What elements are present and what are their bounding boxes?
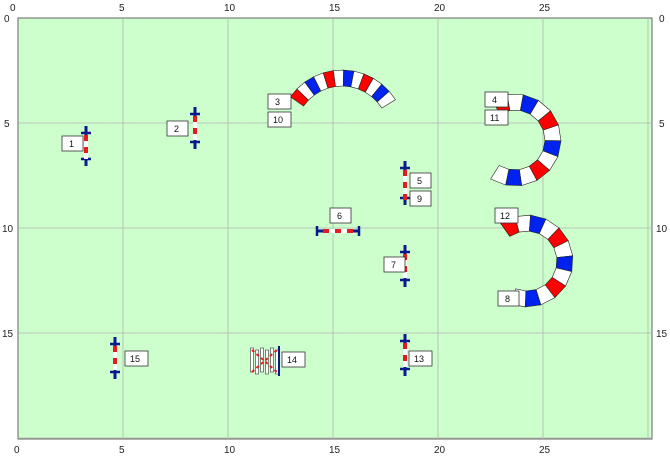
obstacle-number-labels: 1 2 3 10 4 11 5 9 6 7 12 8 15 14 13 [61, 91, 520, 368]
bottom-tick-20: 20 [434, 445, 446, 456]
label-4: 4 [484, 91, 509, 108]
label-11: 11 [484, 109, 509, 126]
jump-pole-segment [403, 176, 407, 182]
svg-text:3: 3 [275, 97, 280, 107]
top-tick-20: 20 [434, 3, 446, 14]
svg-text:4: 4 [492, 95, 497, 105]
top-tick-25: 25 [539, 3, 551, 14]
label-15: 15 [124, 350, 149, 367]
jump-pole-segment [193, 116, 197, 122]
top-tick-5: 5 [119, 3, 125, 14]
top-tick-0: 0 [10, 3, 16, 14]
bottom-tick-5: 5 [119, 445, 125, 456]
svg-text:5: 5 [417, 176, 422, 186]
jump-pole-segment [403, 194, 407, 200]
jump-pole-segment [347, 229, 353, 233]
label-14: 14 [281, 351, 306, 368]
jump-pole-segment [403, 272, 407, 278]
label-12: 12 [494, 207, 519, 224]
bottom-tick-15: 15 [329, 445, 341, 456]
tunnel-segment [490, 165, 510, 186]
label-13: 13 [408, 350, 433, 367]
jump-pole-segment [113, 352, 117, 358]
tunnel-segment [376, 90, 396, 109]
label-10: 10 [267, 111, 292, 128]
axis-tick-labels: 0 5 10 15 20 25 0 5 10 15 20 25 0 5 10 1… [2, 3, 668, 456]
right-tick-10: 10 [656, 224, 668, 235]
wall-slat [255, 349, 259, 375]
right-tick-0: 0 [659, 14, 665, 25]
jump-pole-segment [84, 141, 88, 147]
bottom-tick-25: 25 [539, 445, 551, 456]
right-tick-5: 5 [659, 119, 665, 130]
jump-pole-segment [84, 153, 88, 159]
obstacles [81, 69, 574, 379]
top-tick-10: 10 [224, 3, 236, 14]
left-tick-15: 15 [2, 329, 14, 340]
label-1: 1 [61, 135, 84, 152]
svg-text:1: 1 [69, 139, 74, 149]
jump-obstacle [110, 337, 120, 379]
tunnel-obstacle [289, 69, 396, 109]
svg-text:7: 7 [391, 260, 396, 270]
jump-pole-segment [113, 346, 117, 352]
left-tick-10: 10 [2, 224, 14, 235]
jump-pole-segment [403, 182, 407, 188]
svg-text:15: 15 [130, 354, 140, 364]
svg-text:6: 6 [337, 211, 342, 221]
jump-pole-segment [403, 361, 407, 367]
label-9: 9 [409, 190, 432, 207]
jump-pole-segment [335, 229, 341, 233]
bottom-tick-10: 10 [224, 445, 236, 456]
right-tick-15: 15 [656, 329, 668, 340]
svg-text:9: 9 [417, 194, 422, 204]
left-tick-0: 0 [4, 14, 10, 25]
label-3: 3 [267, 93, 292, 110]
svg-text:11: 11 [490, 113, 499, 123]
svg-text:8: 8 [505, 294, 510, 304]
jump-pole-segment [323, 229, 329, 233]
label-6: 6 [329, 207, 352, 224]
jump-pole-segment [403, 170, 407, 176]
jump-pole-segment [329, 229, 335, 233]
jump-pole-segment [403, 355, 407, 361]
label-5: 5 [409, 172, 432, 189]
jump-obstacle [400, 334, 410, 376]
jump-obstacle [81, 126, 91, 166]
jump-pole-segment [193, 134, 197, 140]
jump-pole-segment [193, 128, 197, 134]
label-8: 8 [497, 290, 520, 307]
wall-obstacle [250, 346, 280, 376]
svg-text:2: 2 [174, 124, 179, 134]
label-2: 2 [166, 120, 189, 137]
jump-pole-segment [84, 135, 88, 141]
svg-text:14: 14 [287, 355, 297, 365]
svg-text:10: 10 [273, 115, 283, 125]
top-tick-15: 15 [329, 3, 341, 14]
jump-pole-segment [113, 364, 117, 370]
bottom-tick-0: 0 [14, 445, 20, 456]
jump-pole-segment [403, 188, 407, 194]
left-tick-5: 5 [4, 119, 10, 130]
jump-pole-segment [403, 349, 407, 355]
svg-text:13: 13 [414, 354, 424, 364]
label-7: 7 [383, 256, 406, 273]
jump-pole-segment [403, 343, 407, 349]
jump-obstacle [190, 107, 200, 149]
svg-text:12: 12 [500, 211, 510, 221]
jump-pole-segment [193, 122, 197, 128]
jump-pole-segment [341, 229, 347, 233]
jump-pole-segment [113, 358, 117, 364]
jump-pole-segment [84, 147, 88, 153]
jump-obstacle [400, 161, 410, 205]
wall-slat [270, 347, 274, 373]
jump-obstacle [315, 226, 361, 236]
